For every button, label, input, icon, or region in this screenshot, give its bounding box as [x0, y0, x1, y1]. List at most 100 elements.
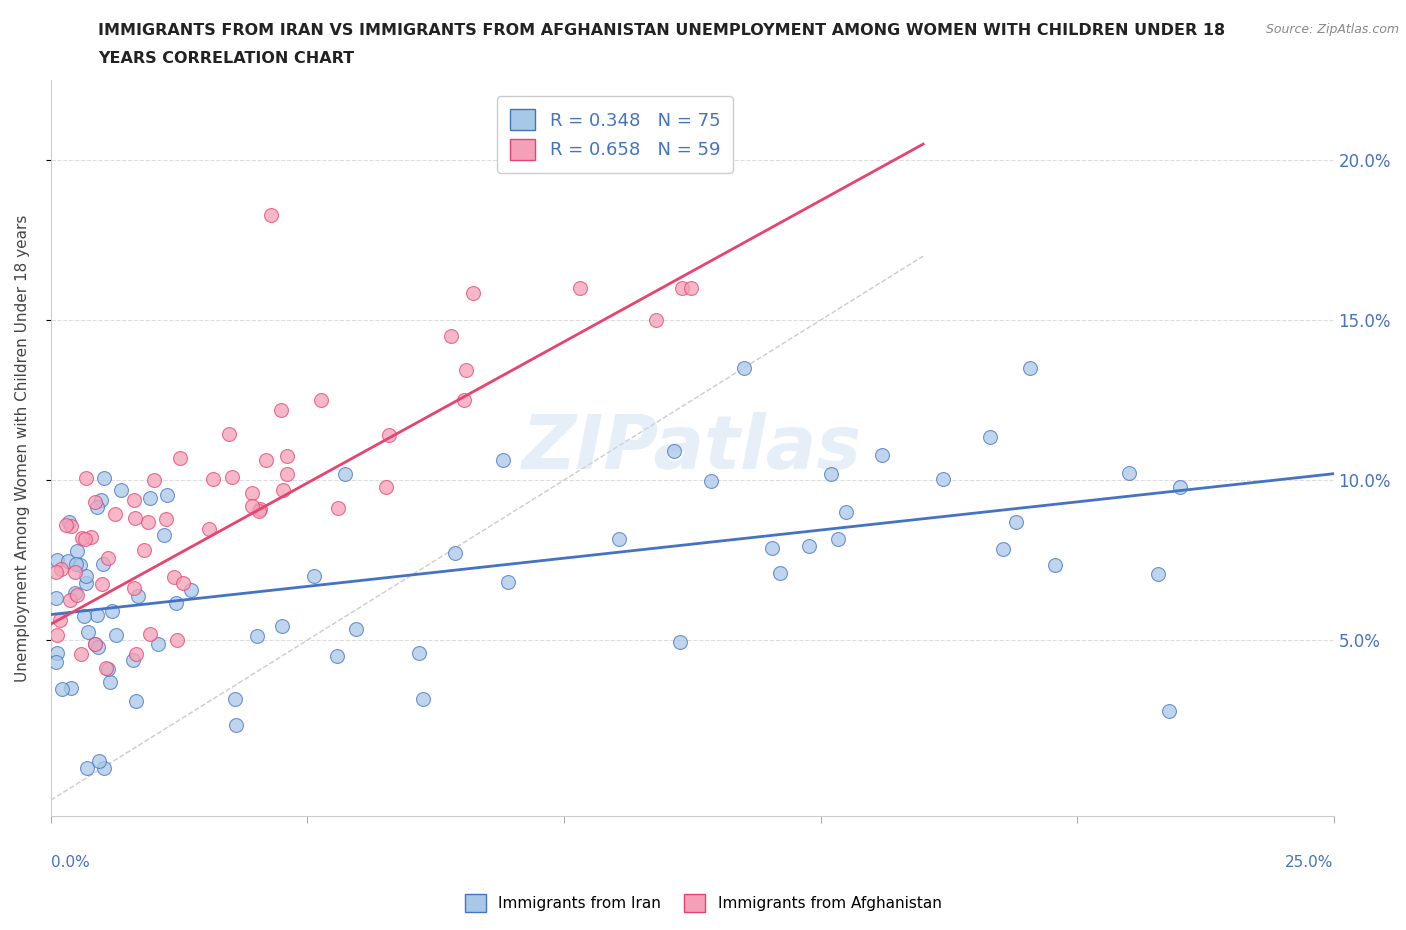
Point	[55, 518, 77, 533]
Point	[1019, 361, 1042, 376]
Point	[202, 472, 225, 486]
Point	[440, 328, 463, 343]
Point	[97, 551, 120, 565]
Point	[63, 586, 86, 601]
Point	[146, 637, 169, 652]
Text: IMMIGRANTS FROM IRAN VS IMMIGRANTS FROM AFGHANISTAN UNEMPLOYMENT AMONG WOMEN WIT: IMMIGRANTS FROM IRAN VS IMMIGRANTS FROM …	[98, 23, 1226, 38]
Point	[125, 646, 148, 661]
Point	[105, 627, 128, 642]
Point	[326, 648, 349, 663]
Text: ZIPatlas: ZIPatlas	[522, 412, 862, 485]
Point	[69, 558, 91, 573]
Point	[80, 530, 103, 545]
Point	[51, 562, 73, 577]
Point	[84, 636, 107, 651]
Point	[152, 527, 174, 542]
Point	[645, 312, 668, 327]
Point	[700, 473, 723, 488]
Point	[463, 286, 485, 300]
Point	[333, 466, 356, 481]
Point	[90, 577, 112, 591]
Point	[51, 682, 73, 697]
Point	[249, 501, 271, 516]
Point	[271, 482, 294, 497]
Point	[224, 692, 246, 707]
Y-axis label: Unemployment Among Women with Children Under 18 years: Unemployment Among Women with Children U…	[15, 215, 30, 682]
Point	[45, 645, 67, 660]
Point	[89, 753, 111, 768]
Point	[86, 607, 108, 622]
Point	[172, 576, 194, 591]
Point	[45, 591, 67, 605]
Point	[607, 532, 630, 547]
Point	[134, 542, 156, 557]
Point	[260, 207, 283, 222]
Point	[218, 427, 240, 442]
Point	[65, 565, 87, 579]
Point	[136, 514, 159, 529]
Point	[344, 622, 367, 637]
Point	[769, 565, 792, 580]
Point	[127, 589, 149, 604]
Point	[87, 639, 110, 654]
Point	[254, 453, 277, 468]
Text: 0.0%: 0.0%	[51, 855, 90, 870]
Point	[377, 428, 399, 443]
Point	[835, 505, 858, 520]
Point	[276, 449, 298, 464]
Point	[375, 480, 398, 495]
Text: Source: ZipAtlas.com: Source: ZipAtlas.com	[1265, 23, 1399, 36]
Point	[138, 626, 160, 641]
Point	[165, 595, 187, 610]
Point	[91, 556, 114, 571]
Point	[240, 499, 263, 514]
Point	[221, 470, 243, 485]
Point	[169, 450, 191, 465]
Point	[75, 576, 97, 591]
Point	[1168, 479, 1191, 494]
Point	[1159, 703, 1181, 718]
Point	[83, 636, 105, 651]
Point	[454, 363, 477, 378]
Point	[48, 613, 70, 628]
Point	[86, 499, 108, 514]
Point	[59, 518, 82, 533]
Point	[326, 501, 349, 516]
Point	[197, 522, 219, 537]
Point	[761, 540, 783, 555]
Point	[73, 531, 96, 546]
Point	[58, 514, 80, 529]
Point	[58, 553, 80, 568]
Point	[66, 544, 89, 559]
Point	[122, 653, 145, 668]
Point	[139, 490, 162, 505]
Point	[90, 493, 112, 508]
Point	[65, 556, 87, 571]
Point	[872, 447, 894, 462]
Point	[991, 541, 1014, 556]
Point	[276, 467, 298, 482]
Point	[69, 647, 91, 662]
Point	[569, 281, 592, 296]
Point	[75, 568, 97, 583]
Text: YEARS CORRELATION CHART: YEARS CORRELATION CHART	[98, 51, 354, 66]
Text: 25.0%: 25.0%	[1285, 855, 1334, 870]
Point	[73, 609, 96, 624]
Point	[180, 583, 202, 598]
Point	[1147, 566, 1170, 581]
Point	[671, 281, 693, 296]
Point	[309, 392, 332, 407]
Point	[270, 403, 292, 418]
Point	[96, 660, 118, 675]
Point	[270, 618, 292, 633]
Point	[827, 531, 849, 546]
Legend: Immigrants from Iran, Immigrants from Afghanistan: Immigrants from Iran, Immigrants from Af…	[458, 888, 948, 918]
Point	[59, 680, 82, 695]
Point	[110, 483, 132, 498]
Point	[156, 487, 179, 502]
Point	[302, 568, 325, 583]
Point	[240, 485, 263, 500]
Point	[66, 587, 89, 602]
Point	[444, 545, 467, 560]
Point	[408, 645, 430, 660]
